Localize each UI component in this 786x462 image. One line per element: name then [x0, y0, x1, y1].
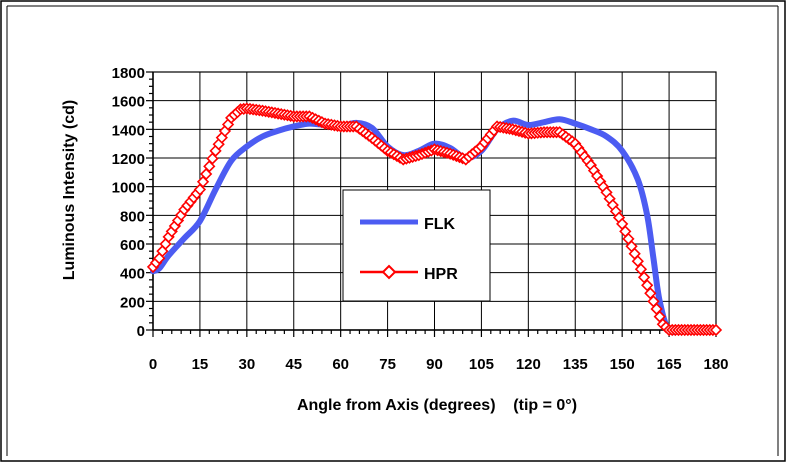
series-marker-hpr	[631, 255, 644, 268]
y-tick-label: 400	[120, 266, 145, 283]
series-marker-hpr	[709, 323, 723, 337]
series-marker-hpr	[206, 152, 219, 165]
series-marker-hpr	[641, 279, 654, 292]
legend: FLK HPR	[342, 189, 491, 302]
x-tick-label: 90	[426, 356, 443, 373]
x-tick-label: 60	[332, 356, 349, 373]
x-tick-label: 105	[469, 356, 494, 373]
y-tick-label: 1600	[112, 94, 145, 111]
y-tick-label: 1200	[112, 151, 145, 168]
x-tick-label: 165	[657, 356, 682, 373]
y-tick-label: 200	[120, 294, 145, 311]
series-marker-hpr	[644, 287, 657, 300]
axes-layer	[146, 71, 717, 337]
series-marker-hpr	[200, 167, 213, 181]
series-marker-hpr	[634, 263, 648, 276]
y-axis-title: Luminous Intensity (cd)	[61, 100, 78, 280]
x-tick-label: 150	[610, 356, 635, 373]
series-marker-hpr	[193, 183, 207, 196]
y-tick-label: 1400	[112, 122, 145, 139]
series-layer	[146, 102, 723, 337]
series-line-flk	[150, 116, 719, 336]
x-tick-label: 135	[563, 356, 588, 373]
x-tick-label: 120	[516, 356, 541, 373]
legend-box	[342, 189, 491, 302]
x-tick-label: 180	[703, 356, 728, 373]
series-marker-hpr	[203, 160, 216, 173]
x-tick-label: 75	[379, 356, 396, 373]
x-tick-label: 15	[192, 356, 209, 373]
legend-label-hpr: HPR	[424, 266, 458, 283]
y-tick-label: 0	[137, 323, 145, 340]
series-marker-hpr	[637, 271, 651, 284]
x-tick-label: 0	[149, 356, 157, 373]
tick-label-layer: 0 200 400 600 800 1000 1200 1400 1600 1800 0 15 30 45…	[112, 65, 729, 373]
x-tick-label: 45	[285, 356, 302, 373]
legend-label-flk: FLK	[424, 216, 456, 233]
x-axis-title: Angle from Axis (degrees) (tip = 0°)	[297, 397, 577, 414]
y-tick-label: 1800	[112, 65, 145, 82]
y-tick-label: 800	[120, 208, 145, 225]
y-tick-label: 1000	[112, 180, 145, 197]
legend-marker-hpr	[381, 264, 397, 280]
y-tick-label: 600	[120, 237, 145, 254]
x-tick-label: 30	[238, 356, 255, 373]
